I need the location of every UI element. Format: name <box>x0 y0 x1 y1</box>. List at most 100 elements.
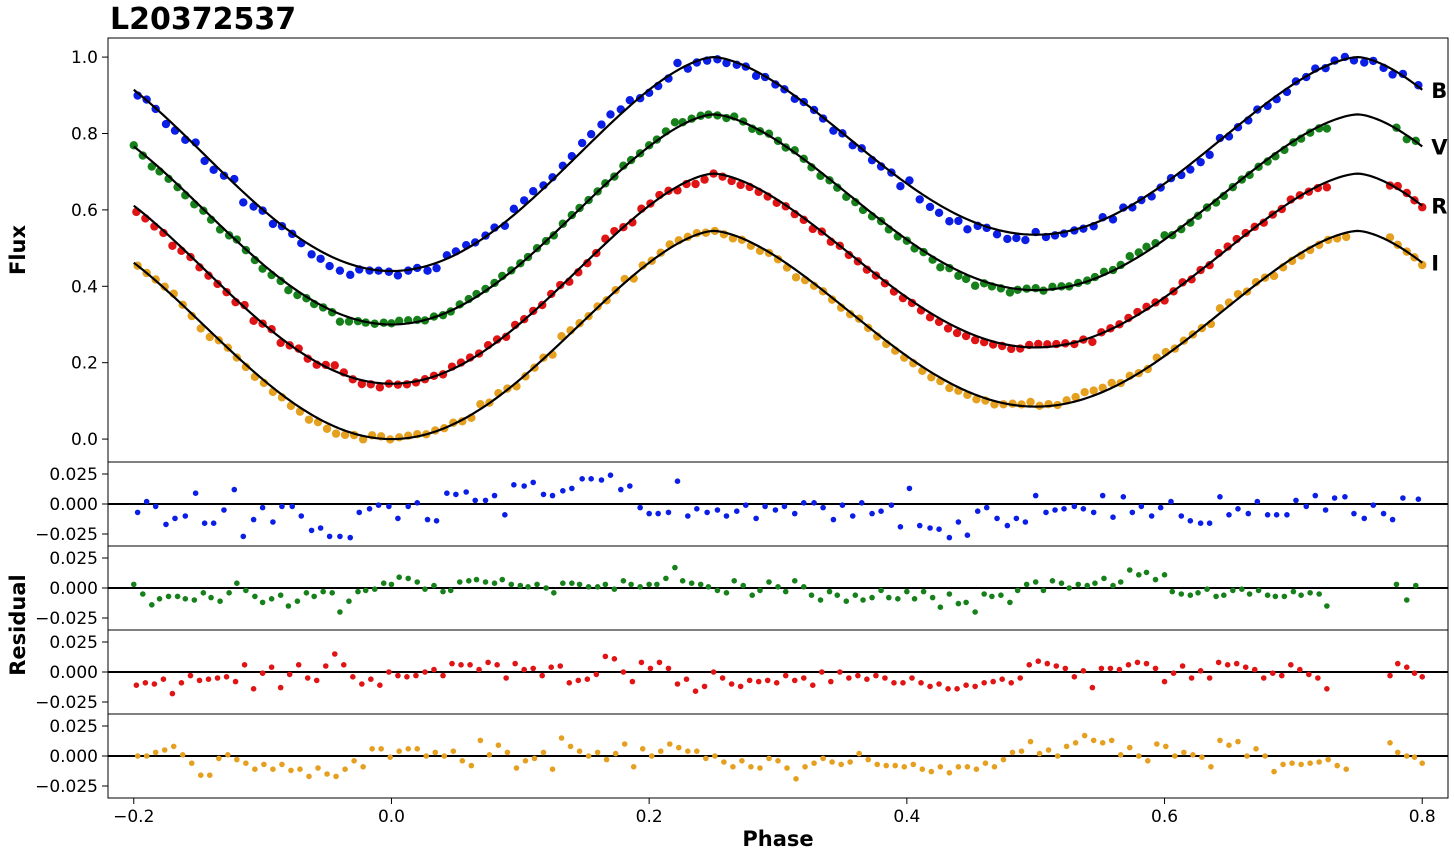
residual-point-V <box>456 579 463 585</box>
residual-point-V <box>937 604 944 610</box>
residual-point-V <box>688 580 695 586</box>
residual-point-B <box>530 479 536 486</box>
band-label-B: B <box>1431 79 1447 103</box>
residual-point-B <box>800 500 807 506</box>
flux-point-R <box>880 279 890 288</box>
residual-point-B <box>927 525 933 531</box>
residual-point-I <box>757 765 763 771</box>
flux-point-V <box>1005 288 1015 297</box>
residual-point-R <box>1161 678 1168 685</box>
residual-point-R <box>900 680 906 686</box>
residual-y-tick-label: 0.000 <box>49 747 98 767</box>
residual-point-I <box>910 761 917 768</box>
residual-point-R <box>277 684 284 691</box>
residual-point-B <box>1293 497 1299 504</box>
flux-point-B <box>316 254 325 263</box>
residual-point-I <box>495 742 502 748</box>
residual-point-I <box>1394 749 1401 756</box>
residual-point-V <box>405 575 412 582</box>
residual-point-R <box>737 683 744 690</box>
residual-point-B <box>250 516 257 523</box>
residual-point-V <box>1101 575 1107 582</box>
residual-point-V <box>1230 587 1236 594</box>
flux-point-V <box>1186 218 1195 227</box>
residual-point-I <box>712 753 718 759</box>
residual-point-V <box>1412 582 1419 589</box>
residual-point-B <box>781 503 788 510</box>
residual-point-R <box>936 681 942 687</box>
residual-point-R <box>873 672 879 679</box>
residual-point-R <box>512 660 518 667</box>
flux-point-V <box>387 319 396 328</box>
residual-point-B <box>723 513 730 519</box>
residual-point-I <box>1235 738 1241 745</box>
flux-point-R <box>556 280 565 290</box>
residual-point-V <box>1135 572 1142 578</box>
residual-point-V <box>551 590 557 596</box>
flux-point-B <box>597 120 606 129</box>
residual-point-B <box>511 482 517 488</box>
residual-point-I <box>405 746 412 752</box>
residual-point-R <box>1035 658 1042 664</box>
residual-point-I <box>793 776 799 782</box>
residual-point-I <box>369 746 375 752</box>
residual-point-V <box>1204 586 1210 592</box>
flux-point-R <box>736 180 745 190</box>
residual-point-R <box>503 675 509 681</box>
flux-point-V <box>851 197 860 207</box>
residual-point-I <box>1163 743 1169 750</box>
residual-point-R <box>286 671 293 678</box>
residual-point-I <box>675 744 682 751</box>
residual-point-I <box>188 760 195 766</box>
residual-point-R <box>566 680 573 686</box>
residual-point-R <box>476 666 482 673</box>
residual-point-V <box>1007 599 1013 606</box>
residual-point-I <box>170 743 177 750</box>
band-label-R: R <box>1431 195 1447 219</box>
residual-point-I <box>1343 766 1350 772</box>
residual-point-R <box>656 659 663 666</box>
flux-point-R <box>943 324 953 333</box>
residual-point-V <box>1117 579 1124 585</box>
residual-point-B <box>444 490 450 497</box>
residual-point-V <box>731 578 737 584</box>
flux-point-V <box>670 118 680 127</box>
residual-point-I <box>1018 748 1025 754</box>
flux-point-B <box>325 261 334 271</box>
residual-point-I <box>387 754 393 760</box>
residual-point-V <box>130 581 137 588</box>
residual-point-R <box>1071 674 1078 680</box>
residual-point-I <box>1072 740 1079 746</box>
residual-point-B <box>579 476 585 482</box>
residual-point-V <box>1023 581 1030 588</box>
residual-point-B <box>830 516 837 523</box>
residual-point-R <box>828 678 834 685</box>
residual-point-B <box>386 503 392 510</box>
residual-point-R <box>864 676 870 682</box>
residual-point-V <box>860 597 866 603</box>
residual-point-I <box>594 749 601 756</box>
residual-point-B <box>1400 495 1406 501</box>
residual-point-B <box>395 515 401 522</box>
residual-point-I <box>558 735 565 741</box>
residual-point-B <box>655 510 661 517</box>
residual-point-R <box>440 672 446 679</box>
residual-point-B <box>1187 518 1194 524</box>
residual-point-V <box>1049 578 1056 584</box>
residual-point-B <box>298 513 305 519</box>
model-curve-B <box>133 55 1423 273</box>
residual-point-B <box>317 525 324 531</box>
residual-point-R <box>945 686 951 692</box>
residual-point-I <box>1027 738 1034 745</box>
residual-point-V <box>981 591 987 597</box>
flux-point-B <box>509 204 519 214</box>
residual-point-I <box>648 753 655 759</box>
residual-point-I <box>1217 737 1223 744</box>
residual-point-B <box>849 513 856 519</box>
residual-point-I <box>1411 754 1418 760</box>
residual-point-R <box>882 675 888 681</box>
residual-point-I <box>955 764 962 770</box>
flux-point-R <box>1088 337 1097 347</box>
residual-point-I <box>784 765 790 771</box>
